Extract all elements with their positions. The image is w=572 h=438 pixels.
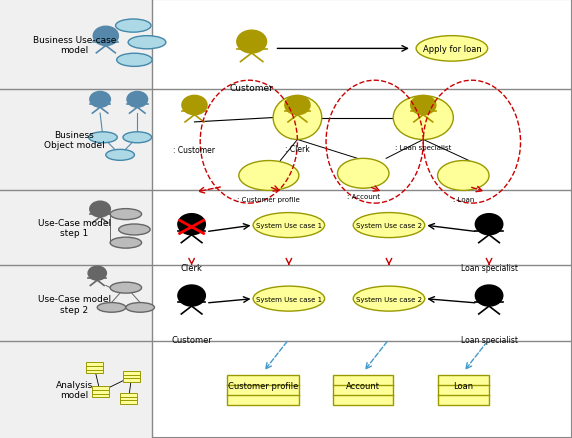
Text: Clerk: Clerk	[181, 264, 202, 273]
Ellipse shape	[126, 303, 154, 313]
FancyBboxPatch shape	[0, 90, 152, 191]
FancyBboxPatch shape	[0, 191, 152, 265]
Circle shape	[285, 96, 310, 116]
Circle shape	[127, 92, 148, 108]
Ellipse shape	[337, 159, 389, 189]
FancyBboxPatch shape	[227, 375, 299, 405]
Ellipse shape	[253, 286, 324, 311]
Ellipse shape	[353, 286, 424, 311]
Text: : Customer profile: : Customer profile	[237, 196, 300, 202]
Ellipse shape	[128, 37, 166, 50]
Circle shape	[88, 266, 106, 280]
Ellipse shape	[273, 96, 321, 140]
Circle shape	[411, 96, 436, 116]
Text: Loan specialist: Loan specialist	[460, 335, 518, 344]
Ellipse shape	[416, 37, 487, 62]
Circle shape	[182, 96, 207, 116]
Ellipse shape	[117, 54, 152, 67]
Text: Analysis
model: Analysis model	[55, 380, 93, 399]
Text: Apply for loan: Apply for loan	[423, 45, 481, 54]
FancyBboxPatch shape	[86, 363, 103, 373]
Text: System Use case 2: System Use case 2	[356, 223, 422, 229]
Text: : Loan: : Loan	[452, 196, 474, 202]
Ellipse shape	[110, 209, 141, 220]
Ellipse shape	[110, 237, 141, 249]
Text: System Use case 2: System Use case 2	[356, 296, 422, 302]
FancyBboxPatch shape	[0, 265, 152, 342]
Ellipse shape	[110, 283, 141, 293]
Text: Loan: Loan	[453, 381, 474, 390]
Circle shape	[475, 286, 503, 307]
Text: : Account: : Account	[347, 194, 380, 200]
Ellipse shape	[393, 96, 453, 140]
Text: : Loan specialist: : Loan specialist	[395, 145, 451, 151]
Text: Use-Case model
step 2: Use-Case model step 2	[38, 295, 111, 314]
Text: Customer: Customer	[230, 83, 273, 92]
Ellipse shape	[253, 213, 324, 238]
Ellipse shape	[106, 150, 134, 161]
Text: Customer: Customer	[171, 335, 212, 344]
Circle shape	[90, 201, 110, 218]
Ellipse shape	[116, 20, 151, 33]
Text: Business
Object model: Business Object model	[44, 131, 105, 150]
Circle shape	[178, 286, 205, 307]
Ellipse shape	[89, 133, 117, 144]
Circle shape	[475, 214, 503, 235]
Text: Loan specialist: Loan specialist	[460, 264, 518, 273]
Text: System Use case 1: System Use case 1	[256, 223, 322, 229]
Circle shape	[237, 31, 267, 54]
Circle shape	[90, 92, 110, 108]
FancyBboxPatch shape	[120, 393, 137, 404]
Circle shape	[93, 27, 118, 46]
Ellipse shape	[97, 303, 126, 313]
Text: Customer profile: Customer profile	[228, 381, 299, 390]
FancyBboxPatch shape	[333, 375, 393, 405]
Text: Use-Case model
step 1: Use-Case model step 1	[38, 218, 111, 237]
FancyBboxPatch shape	[92, 387, 109, 398]
Ellipse shape	[353, 213, 424, 238]
Text: System Use case 1: System Use case 1	[256, 296, 322, 302]
Ellipse shape	[239, 161, 299, 191]
Text: : Clerk: : Clerk	[285, 145, 310, 154]
Ellipse shape	[123, 133, 152, 144]
Ellipse shape	[119, 224, 150, 236]
Circle shape	[178, 214, 205, 235]
Ellipse shape	[438, 161, 489, 191]
FancyBboxPatch shape	[123, 371, 140, 382]
FancyBboxPatch shape	[438, 375, 489, 405]
FancyBboxPatch shape	[0, 0, 152, 90]
Text: : Customer: : Customer	[173, 145, 216, 155]
FancyBboxPatch shape	[0, 342, 152, 438]
Text: Account: Account	[346, 381, 380, 390]
Text: Business Use-case
model: Business Use-case model	[33, 35, 116, 55]
